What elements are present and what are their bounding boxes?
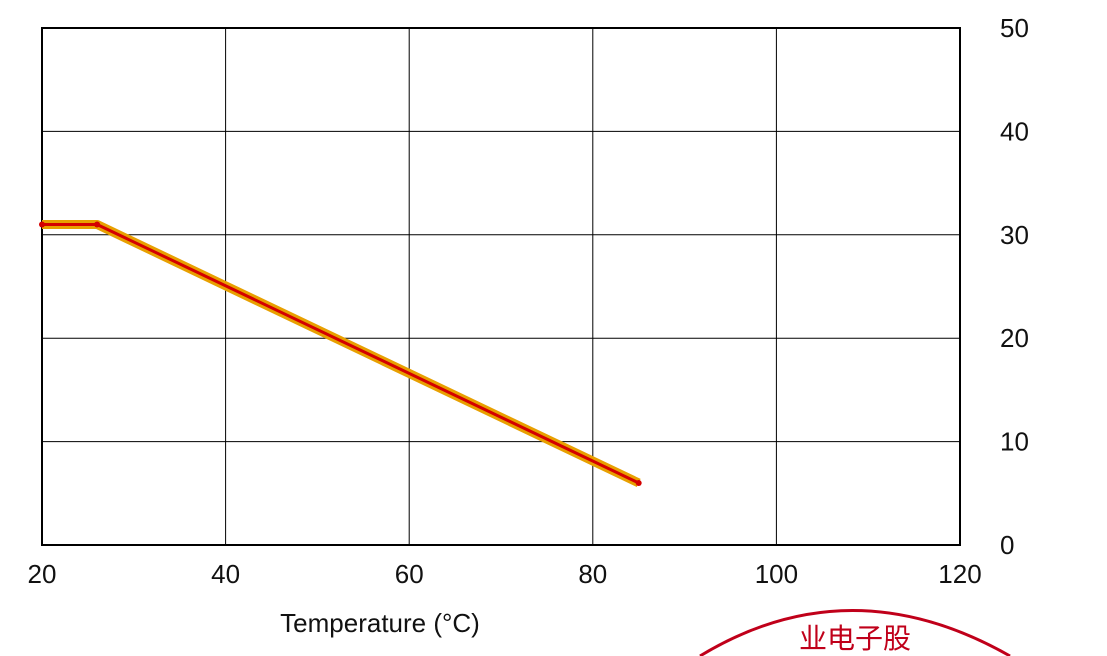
series-point-0-0	[39, 221, 45, 228]
y-tick-label-40: 40	[1000, 116, 1029, 146]
seal-watermark: 业电子股	[699, 609, 1011, 656]
seal-text: 业电子股	[799, 622, 911, 655]
series-line-0	[42, 219, 641, 488]
y-tick-label-0: 0	[1000, 530, 1014, 560]
y-tick-label-10: 10	[1000, 427, 1029, 457]
x-tick-label-100: 100	[755, 559, 798, 589]
x-tick-label-40: 40	[211, 559, 240, 589]
series-point-0-2	[635, 479, 642, 486]
x-axis-title: Temperature (°C)	[280, 608, 480, 638]
y-tick-label-50: 50	[1000, 13, 1029, 43]
y-tick-label-30: 30	[1000, 220, 1029, 250]
plot-border	[41, 27, 961, 546]
x-tick-label-80: 80	[578, 559, 607, 589]
x-tick-label-120: 120	[938, 559, 981, 589]
series-point-0-1	[94, 221, 101, 228]
x-tick-label-20: 20	[28, 559, 57, 589]
series-layer	[39, 219, 642, 488]
tick-label-layer: 0 10 20 30 40 50 20 40 60 80 100 120	[28, 13, 1029, 589]
grid-layer	[41, 27, 961, 546]
seal-arc	[699, 609, 1011, 656]
plot-frame	[41, 27, 961, 546]
x-tick-label-60: 60	[395, 559, 424, 589]
y-tick-label-20: 20	[1000, 323, 1029, 353]
